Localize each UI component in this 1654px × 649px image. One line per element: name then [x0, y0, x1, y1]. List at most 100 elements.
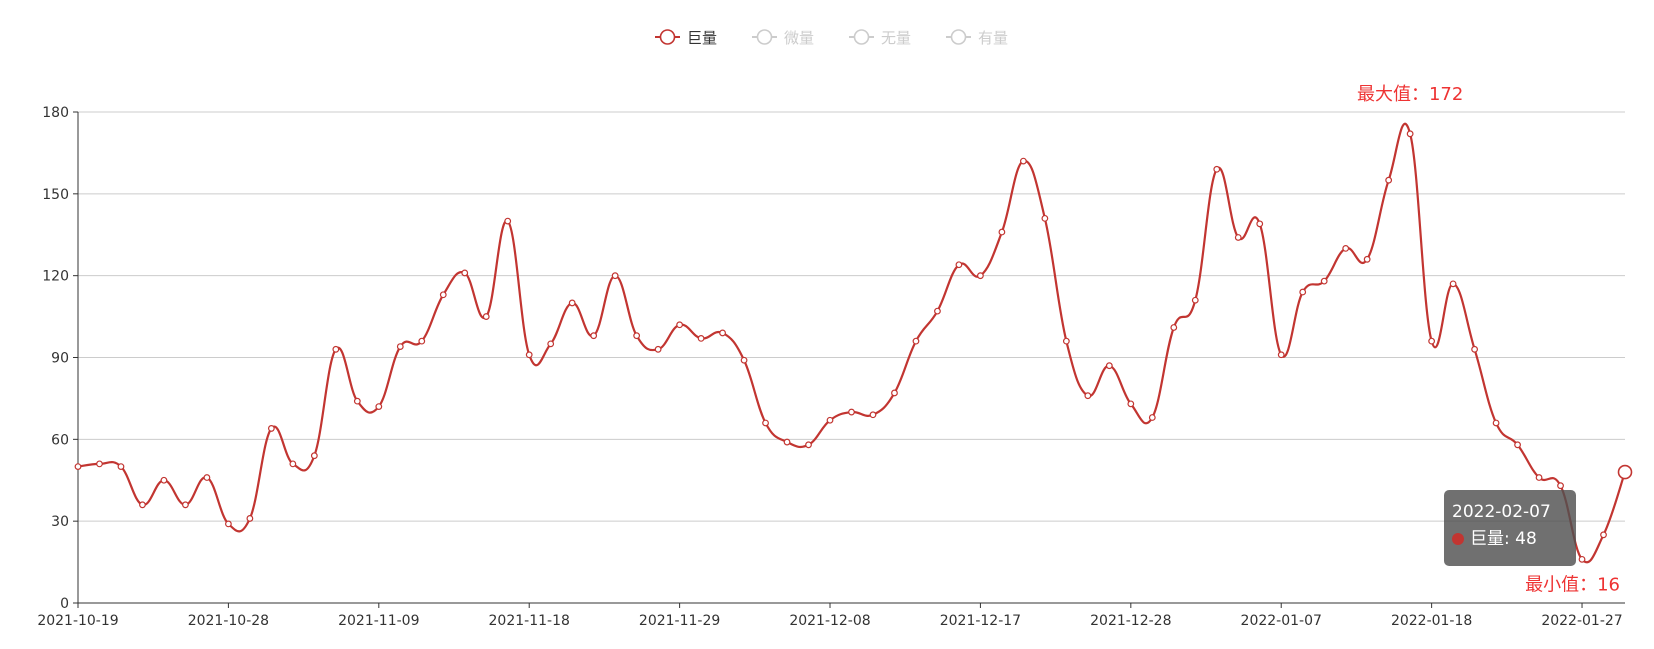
data-point[interactable] — [826, 416, 834, 424]
data-point[interactable] — [1535, 474, 1543, 481]
data-point[interactable] — [439, 291, 447, 299]
data-point[interactable] — [504, 217, 512, 225]
data-point[interactable] — [955, 261, 963, 269]
data-point[interactable] — [182, 501, 189, 509]
data-point[interactable] — [719, 329, 726, 337]
data-point[interactable] — [1256, 220, 1264, 228]
data-point[interactable] — [1492, 419, 1500, 427]
data-point[interactable] — [160, 476, 168, 484]
data-point[interactable] — [332, 345, 340, 353]
data-point[interactable] — [1449, 280, 1457, 288]
data-point[interactable] — [1148, 414, 1156, 421]
data-point[interactable] — [525, 351, 533, 359]
data-point[interactable] — [568, 299, 576, 307]
data-point[interactable] — [805, 441, 812, 449]
data-point[interactable] — [1213, 165, 1221, 173]
legend-item[interactable]: 有量 — [946, 29, 1008, 47]
data-point[interactable] — [117, 463, 125, 471]
data-point[interactable] — [1557, 482, 1564, 490]
legend-label: 无量 — [881, 29, 911, 47]
data-point[interactable] — [1471, 345, 1478, 353]
tooltip-series-value: 巨量: 48 — [1470, 529, 1537, 549]
y-tick-label: 180 — [42, 105, 69, 121]
data-point[interactable] — [1191, 296, 1199, 304]
data-point[interactable] — [203, 474, 211, 481]
y-tick-label: 30 — [51, 514, 69, 530]
data-point[interactable] — [1342, 244, 1350, 252]
data-point[interactable] — [869, 411, 877, 419]
data-point[interactable] — [1600, 531, 1607, 539]
x-tick-label: 2021-11-29 — [639, 613, 720, 629]
data-point[interactable] — [139, 501, 146, 509]
data-point[interactable] — [353, 397, 361, 405]
data-point[interactable] — [482, 313, 490, 320]
y-tick-label: 60 — [51, 432, 69, 448]
legend-circle-icon — [853, 29, 870, 45]
y-tick-label: 120 — [42, 269, 69, 285]
data-point[interactable] — [396, 343, 404, 350]
data-point[interactable] — [891, 389, 898, 397]
data-point[interactable] — [461, 269, 469, 277]
legend-item[interactable]: 巨量 — [655, 29, 717, 47]
data-point[interactable] — [1277, 351, 1285, 359]
data-point[interactable] — [1105, 362, 1113, 370]
data-point[interactable] — [783, 438, 791, 446]
series-line — [77, 122, 1627, 564]
legend-item[interactable]: 微量 — [752, 29, 814, 47]
mark-labels: 最大值：172 最小值：16 — [1357, 84, 1620, 596]
data-point[interactable] — [1578, 555, 1586, 563]
data-point[interactable] — [977, 272, 984, 280]
data-point[interactable] — [246, 515, 254, 522]
legend-circle-icon — [756, 29, 773, 45]
data-point[interactable] — [611, 272, 619, 280]
data-point[interactable] — [1170, 324, 1178, 331]
tooltip-series-dot — [1452, 533, 1464, 545]
data-point[interactable] — [547, 340, 555, 348]
data-point[interactable] — [590, 332, 598, 340]
data-point[interactable] — [998, 228, 1006, 236]
legend-label: 有量 — [978, 29, 1008, 47]
data-point[interactable] — [1320, 277, 1328, 285]
data-point[interactable] — [762, 419, 769, 427]
data-point[interactable] — [1041, 214, 1049, 222]
legend-circle-icon — [950, 29, 967, 45]
data-point[interactable] — [1428, 337, 1436, 345]
data-point[interactable] — [1514, 441, 1521, 449]
data-point[interactable] — [1062, 337, 1070, 345]
data-point[interactable] — [418, 337, 426, 345]
data-point[interactable] — [1127, 400, 1135, 408]
data-point[interactable] — [740, 356, 748, 364]
data-point[interactable] — [697, 335, 705, 342]
data-point[interactable] — [1363, 255, 1371, 263]
data-point[interactable] — [1299, 288, 1307, 296]
legend-label: 微量 — [784, 29, 814, 47]
data-point[interactable] — [289, 460, 297, 468]
data-point[interactable] — [676, 321, 684, 329]
data-point[interactable] — [74, 463, 82, 471]
data-point[interactable] — [267, 425, 275, 432]
legend-item[interactable]: 无量 — [849, 29, 911, 47]
x-tick-label: 2021-12-08 — [789, 613, 870, 629]
data-point[interactable] — [1234, 234, 1242, 241]
tooltip-date: 2022-02-07 — [1452, 502, 1551, 522]
data-point-highlighted[interactable] — [1617, 464, 1633, 480]
data-point[interactable] — [375, 403, 383, 411]
data-point[interactable] — [1385, 176, 1393, 184]
data-point[interactable] — [1406, 130, 1414, 138]
data-point[interactable] — [848, 408, 855, 416]
data-point[interactable] — [96, 460, 103, 468]
tooltip-row: 巨量: 48 — [1452, 524, 1568, 554]
data-point[interactable] — [1084, 392, 1092, 400]
data-point[interactable] — [1019, 157, 1027, 165]
data-point[interactable] — [912, 337, 920, 345]
max-value-label: 最大值：172 — [1357, 84, 1463, 105]
data-point[interactable] — [654, 345, 662, 353]
data-point[interactable] — [225, 520, 232, 528]
data-point[interactable] — [310, 452, 318, 460]
y-tick-label: 0 — [60, 596, 69, 612]
x-tick-label: 2021-12-17 — [940, 613, 1021, 629]
data-point[interactable] — [934, 307, 941, 315]
y-axis: 0 30 60 90 120 150 180 — [42, 105, 79, 612]
data-point[interactable] — [633, 332, 641, 340]
